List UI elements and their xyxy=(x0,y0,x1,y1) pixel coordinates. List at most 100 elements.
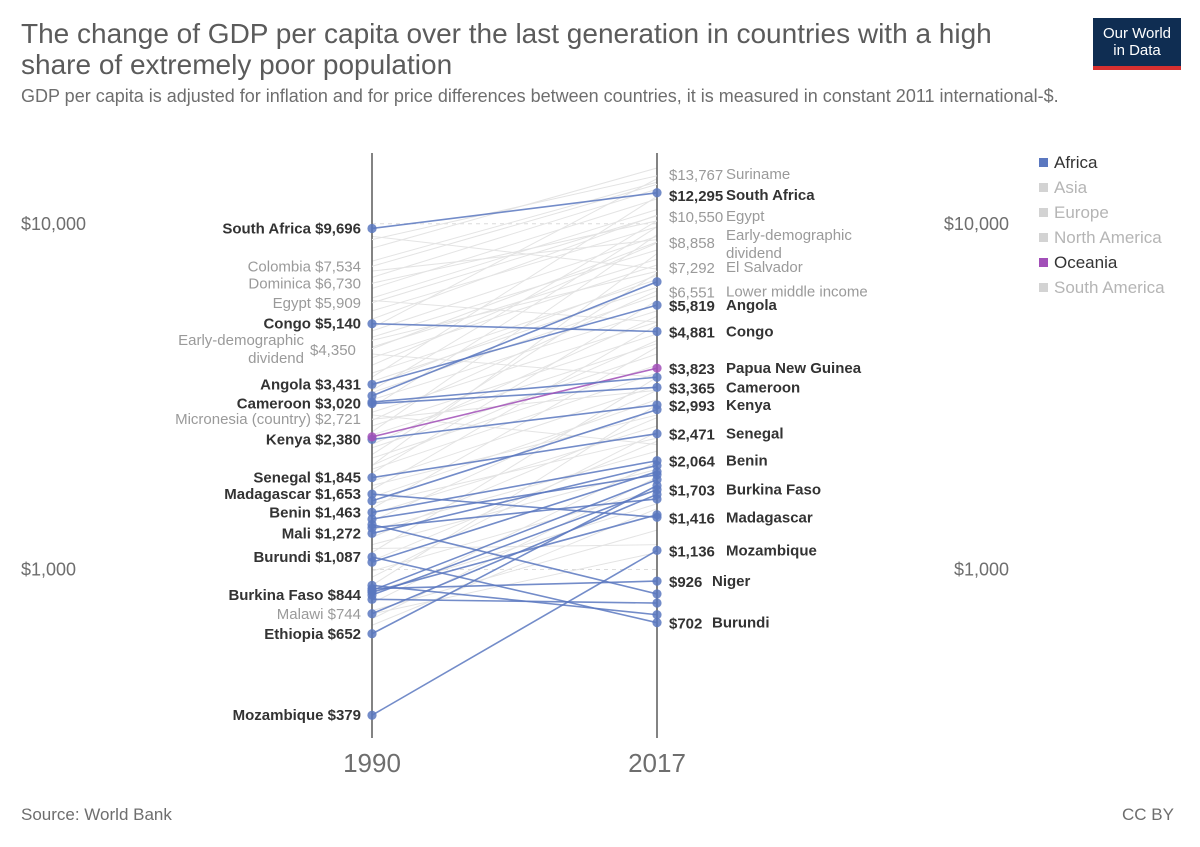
right-value-benin: $2,064 xyxy=(669,454,716,471)
right-value-papua-new-guinea: $3,823 xyxy=(669,361,715,378)
right-labels: $13,767 Suriname$12,295 South Africa$10,55… xyxy=(669,166,868,633)
dot-1990-madagascar xyxy=(367,489,377,499)
series-line-mali xyxy=(371,464,658,535)
right-value-madagascar: $1,416 xyxy=(669,510,715,527)
background-line-54 xyxy=(371,414,658,445)
series-line-africa-f xyxy=(371,523,658,595)
legend-label-asia: Asia xyxy=(1054,178,1088,197)
dot-1990-benin xyxy=(367,507,377,518)
dot-1990-africa-f xyxy=(367,519,377,530)
dot-1990-senegal xyxy=(367,472,377,483)
background-line-49 xyxy=(371,476,658,620)
dot-1990-africa-c xyxy=(367,496,377,506)
background-line-3 xyxy=(371,198,658,289)
dot-1990-africa-l xyxy=(367,609,377,619)
background-line-1 xyxy=(371,181,658,262)
background-line-5 xyxy=(371,226,658,312)
series-line-el-salvador xyxy=(371,270,658,341)
legend-item-africa[interactable]: Africa xyxy=(1039,150,1199,175)
y-tick-left-1000: $1,000 xyxy=(21,560,76,580)
right-value-cameroon: $3,365 xyxy=(669,380,715,397)
dot-2017-papua-new-guinea xyxy=(652,363,662,373)
legend-label-africa: Africa xyxy=(1054,153,1098,172)
series-dots xyxy=(367,188,662,720)
legend-item-asia[interactable]: Asia xyxy=(1039,175,1199,200)
right-name-early-demographic: Early-demographic xyxy=(726,227,852,244)
right-value-congo: $4,881 xyxy=(669,324,715,341)
right-value-early-demographic: $8,858 xyxy=(669,235,715,252)
series-line-kenya xyxy=(371,404,658,441)
dot-2017-africa-b xyxy=(652,372,662,382)
series-line-early-demographic-dividend xyxy=(371,241,658,350)
y-tick-right-1000: $1,000 xyxy=(954,560,1009,580)
dot-1990-africa-j xyxy=(367,587,377,597)
series-line-egypt xyxy=(371,215,658,304)
legend-swatch-africa xyxy=(1039,158,1048,167)
background-line-53 xyxy=(371,235,658,270)
region-legend: Africa Asia Europe North America Oceania Sout… xyxy=(1039,150,1199,300)
series-line-burundi xyxy=(371,556,658,624)
background-line-21 xyxy=(371,234,658,433)
right-name-papua-new-guinea: Papua New Guinea xyxy=(726,360,862,377)
background-line-29 xyxy=(371,300,658,474)
right-value-burkina-faso: $1,703 xyxy=(669,483,715,500)
y-axis-ticks: $1,000 $1,000 $10,000 $10,000 xyxy=(21,214,1009,580)
legend-item-north-america[interactable]: North America xyxy=(1039,225,1199,250)
legend-item-oceania[interactable]: Oceania xyxy=(1039,250,1199,275)
background-line-31 xyxy=(371,414,658,486)
series-line-africa-a xyxy=(371,280,658,397)
right-name-angola: Angola xyxy=(726,297,777,314)
background-line-59 xyxy=(371,239,658,272)
dot-1990-ethiopia xyxy=(367,629,377,639)
left-label-mali-1-272: Mali $1,272 xyxy=(282,525,361,542)
owid-logo[interactable]: Our World in Data xyxy=(1093,18,1181,70)
x-label-2017: 2017 xyxy=(628,748,686,778)
left-label-colombia-7-534: Colombia $7,534 xyxy=(248,258,361,275)
right-value-niger: $926 xyxy=(669,574,702,591)
dot-1990-congo xyxy=(367,319,377,329)
license-link[interactable]: CC BY xyxy=(1122,805,1174,824)
series-line-africa-h xyxy=(371,584,658,616)
series-line-benin xyxy=(371,459,658,514)
left-label-madagascar-1-653: Madagascar $1,653 xyxy=(224,486,361,503)
legend-item-europe[interactable]: Europe xyxy=(1039,200,1199,225)
background-lines xyxy=(371,167,658,626)
right-value-angola: $5,819 xyxy=(669,298,715,315)
left-label-south-africa-9-696: South Africa $9,696 xyxy=(222,220,361,237)
right-value-suriname: $13,767 xyxy=(669,167,723,184)
series-line-africa-c xyxy=(371,408,658,502)
right-name-niger: Niger xyxy=(712,573,751,590)
background-line-35 xyxy=(371,346,658,510)
series-line-africa-b xyxy=(371,376,658,403)
background-line-8 xyxy=(371,249,658,338)
left-label-benin-1-463: Benin $1,463 xyxy=(269,504,361,521)
dot-2017-angola xyxy=(652,300,662,310)
left-label-malawi-744: Malawi $744 xyxy=(277,606,361,623)
source-note: Source: World Bank xyxy=(21,805,172,824)
left-label-burundi-1-087: Burundi $1,087 xyxy=(253,549,361,566)
series-line-south-africa xyxy=(371,191,658,230)
dot-2017-africa-a xyxy=(652,277,662,287)
right-value-el-salvador: $7,292 xyxy=(669,260,715,277)
dot-2017-africa-j xyxy=(652,510,662,520)
series-line-papua-new-guinea xyxy=(371,367,658,438)
series-line-africa-e xyxy=(371,498,658,529)
right-name-burkina-faso: Burkina Faso xyxy=(726,482,821,499)
left-label-congo-5-140: Congo $5,140 xyxy=(263,316,361,333)
background-line-30 xyxy=(371,385,658,482)
right-name-congo: Congo xyxy=(726,323,773,340)
series-line-burkina-faso xyxy=(371,488,658,596)
left-label-early-demographic-line2: dividend xyxy=(248,350,304,367)
dot-2017-africa-k xyxy=(652,598,662,608)
right-value-south-africa: $12,295 xyxy=(669,188,723,205)
right-value-mozambique: $1,136 xyxy=(669,543,715,560)
background-line-39 xyxy=(371,417,658,538)
right-value-kenya: $2,993 xyxy=(669,398,715,415)
right-name-suriname: Suriname xyxy=(726,166,790,183)
right-value-burundi: $702 xyxy=(669,616,702,633)
series-line-mozambique xyxy=(371,549,658,716)
series-line-dominica xyxy=(371,220,658,284)
left-label-burkina-faso-844: Burkina Faso $844 xyxy=(228,587,361,604)
legend-item-south-america[interactable]: South America xyxy=(1039,275,1199,300)
